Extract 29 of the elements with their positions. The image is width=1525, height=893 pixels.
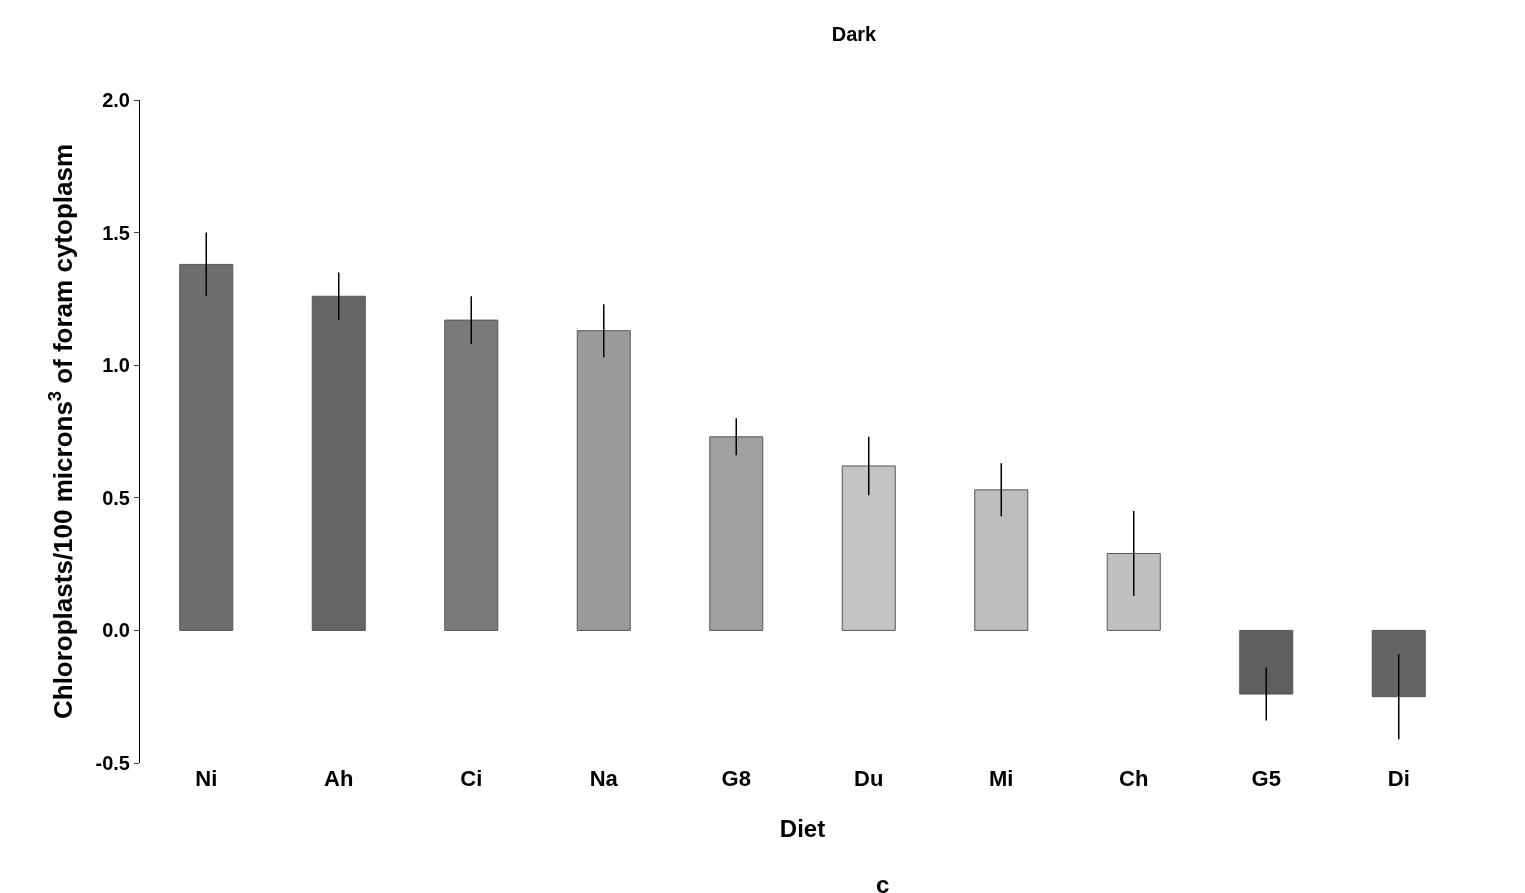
- text: c: [876, 871, 890, 893]
- x-tick-label: Mi: [989, 766, 1014, 791]
- x-tick-label: G8: [721, 766, 751, 791]
- y-tick-label: 0.5: [102, 486, 130, 509]
- x-tick-label: Ni: [195, 766, 218, 791]
- y-tick-label: 0.0: [102, 619, 130, 642]
- bar: [179, 263, 234, 631]
- y-tick-label: -0.5: [95, 752, 130, 774]
- bar: [974, 489, 1029, 631]
- x-tick-label: Ah: [324, 766, 354, 791]
- x-tick-label: Du: [854, 766, 884, 791]
- bar: [841, 465, 896, 631]
- bar: [1106, 552, 1161, 631]
- x-tick-label: Ci: [460, 766, 483, 791]
- y-tick-label: 1.5: [102, 221, 130, 244]
- bar: [1371, 629, 1426, 698]
- x-tick-label: G5: [1251, 766, 1281, 791]
- y-tick-label: 2.0: [102, 89, 130, 111]
- x-tick-label: Na: [589, 766, 619, 791]
- x-axis-title: Diet: [779, 815, 826, 843]
- y-tick-label: 1.0: [102, 354, 130, 377]
- bar: [311, 295, 366, 631]
- chart-title: Dark: [831, 22, 878, 45]
- bar: [1239, 629, 1294, 695]
- x-tick-label: Ch: [1119, 766, 1149, 791]
- bar: [576, 330, 631, 631]
- bar: [709, 436, 764, 631]
- bar: [444, 319, 499, 631]
- x-tick-label: Di: [1387, 766, 1410, 791]
